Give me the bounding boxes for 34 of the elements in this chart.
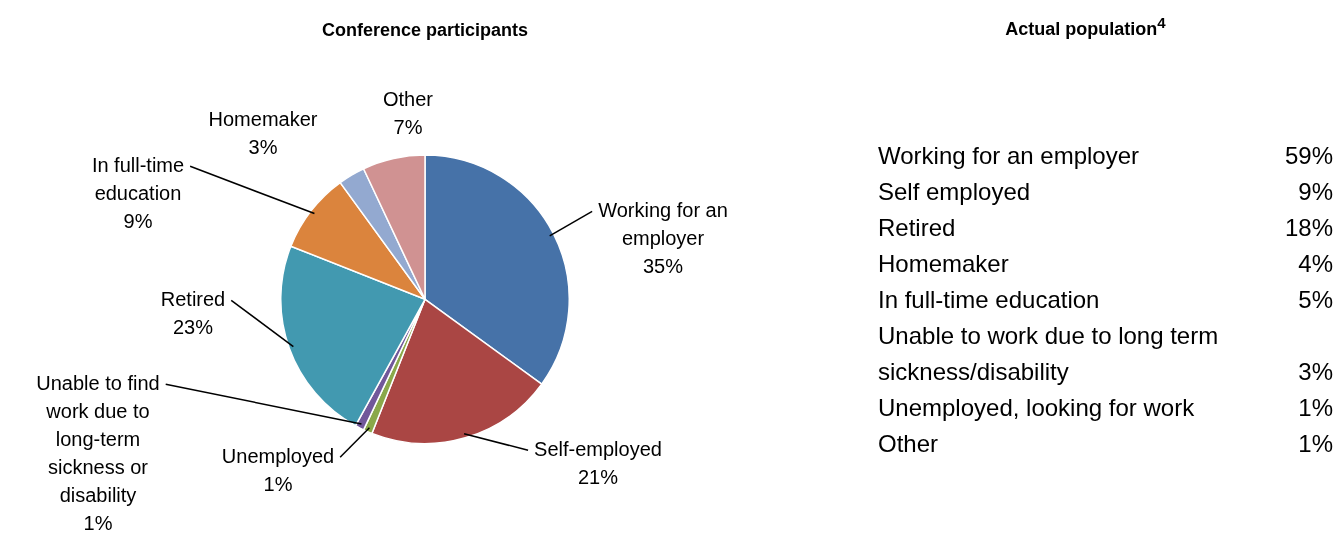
category-label: Retired (878, 213, 957, 243)
slice-label: Homemaker (208, 107, 318, 130)
slice-label: Working for an employer (598, 198, 728, 249)
text: 1% (1298, 394, 1333, 421)
data-label: 9% (123, 209, 153, 232)
category-label: Working for an employer (878, 141, 1140, 171)
text: 5% (1298, 286, 1333, 313)
slice-label: Retired (160, 287, 226, 310)
category-label: Unable to work due to long term sickness/disability (878, 321, 1220, 387)
chart-title: Conference participants (321, 19, 529, 40)
text: 9% (1298, 178, 1333, 205)
text: 1% (1298, 430, 1333, 457)
data-label: 1% (83, 511, 113, 534)
data-label: 1% (263, 472, 293, 495)
text: 18% (1284, 214, 1333, 241)
category-label: Homemaker (878, 249, 1010, 279)
slice-label: Self-employed (534, 437, 662, 460)
text: Actual population$^{4}$ (1004, 14, 1167, 40)
data-label: 35% (642, 254, 684, 277)
category-label: Other (878, 429, 940, 459)
category-label: Unemployed, looking for work (878, 393, 1196, 423)
slice-label: Unable to find work due to long-term sickness or disability (36, 371, 160, 506)
text: 4% (1298, 250, 1333, 277)
text: 59% (1284, 142, 1333, 169)
data-label: 7% (393, 115, 423, 138)
slice-label: Other (382, 87, 434, 110)
category-label: In full-time education (878, 285, 1101, 315)
category-label: Self employed (878, 177, 1032, 207)
slice-label: In full-time education (91, 153, 185, 204)
data-label: 21% (577, 465, 619, 488)
text: 3% (1298, 358, 1333, 385)
slice-label: Unemployed (221, 444, 335, 467)
data-label: 3% (248, 135, 278, 158)
data-label: 23% (172, 315, 214, 338)
